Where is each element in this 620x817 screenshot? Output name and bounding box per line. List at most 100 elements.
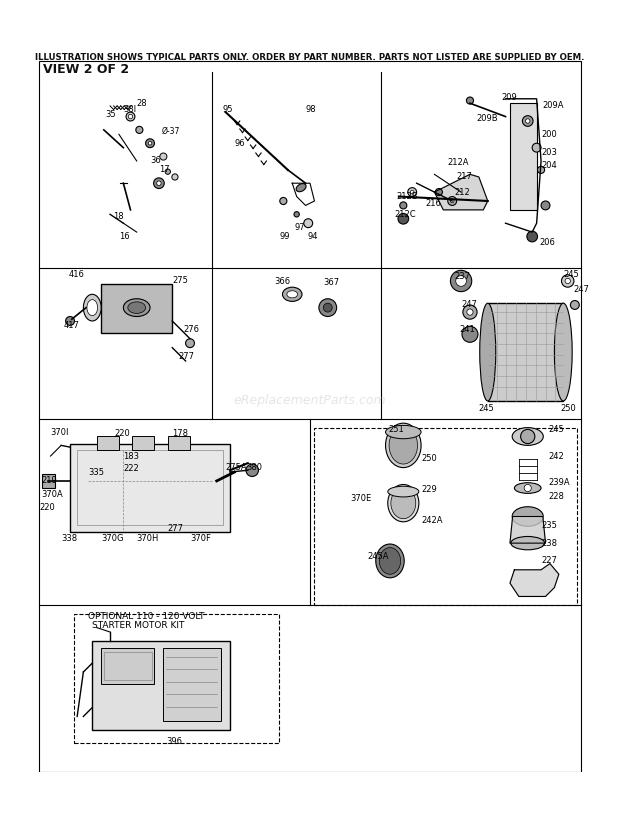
Text: 98: 98 — [306, 105, 316, 114]
Text: 212: 212 — [454, 188, 470, 197]
Ellipse shape — [512, 507, 543, 526]
Text: 251: 251 — [388, 425, 404, 434]
Text: 227: 227 — [541, 556, 557, 565]
Circle shape — [532, 143, 541, 152]
Text: 370A: 370A — [42, 489, 63, 498]
Text: 18: 18 — [113, 212, 123, 221]
Text: 239A: 239A — [548, 478, 570, 487]
Circle shape — [400, 202, 407, 209]
Text: 276: 276 — [184, 325, 200, 334]
Text: 203: 203 — [541, 148, 557, 157]
Text: 245: 245 — [548, 425, 564, 434]
Text: 204: 204 — [541, 161, 557, 170]
Bar — [92, 641, 230, 730]
Ellipse shape — [515, 483, 541, 493]
Text: 212A: 212A — [448, 158, 469, 167]
Circle shape — [185, 339, 195, 347]
Circle shape — [246, 464, 259, 476]
Text: 242A: 242A — [421, 516, 443, 525]
Circle shape — [156, 505, 171, 519]
Circle shape — [128, 114, 133, 118]
Circle shape — [172, 174, 178, 180]
Circle shape — [524, 484, 531, 492]
Ellipse shape — [388, 486, 419, 497]
Text: 217: 217 — [457, 172, 472, 181]
Ellipse shape — [87, 300, 97, 315]
Bar — [101, 648, 154, 684]
Circle shape — [521, 430, 535, 444]
Circle shape — [165, 169, 171, 174]
Text: 277: 277 — [179, 352, 195, 361]
Ellipse shape — [287, 291, 298, 298]
Text: 209: 209 — [501, 92, 517, 101]
Text: 220: 220 — [39, 503, 55, 512]
Text: 35: 35 — [105, 110, 116, 119]
Text: 370F: 370F — [190, 534, 211, 543]
Text: 200: 200 — [541, 130, 557, 139]
Circle shape — [66, 316, 74, 325]
Circle shape — [126, 112, 135, 121]
Circle shape — [456, 275, 466, 286]
Ellipse shape — [388, 484, 419, 522]
Circle shape — [541, 201, 550, 210]
Text: 97: 97 — [294, 223, 304, 232]
Text: 247: 247 — [573, 285, 589, 294]
Text: 242: 242 — [548, 452, 564, 461]
Bar — [101, 283, 172, 333]
Text: 335: 335 — [88, 467, 104, 476]
Circle shape — [136, 127, 143, 133]
Text: 222: 222 — [123, 464, 139, 473]
Text: 212B: 212B — [396, 192, 418, 201]
Text: 216: 216 — [425, 199, 441, 208]
Text: Ø-37: Ø-37 — [162, 127, 180, 136]
Ellipse shape — [511, 537, 544, 550]
Ellipse shape — [554, 303, 572, 401]
Circle shape — [146, 139, 154, 148]
Ellipse shape — [512, 427, 543, 445]
Ellipse shape — [128, 301, 146, 314]
Text: 94: 94 — [308, 232, 318, 241]
Text: 241: 241 — [459, 325, 475, 334]
Text: 245A: 245A — [368, 552, 389, 561]
Text: 235: 235 — [541, 521, 557, 530]
Bar — [163, 648, 221, 721]
Text: 16: 16 — [119, 232, 130, 241]
Circle shape — [304, 219, 312, 228]
Circle shape — [462, 326, 478, 342]
Text: 245: 245 — [479, 404, 495, 413]
Circle shape — [160, 153, 167, 160]
Circle shape — [410, 190, 414, 194]
Text: 220: 220 — [115, 429, 130, 439]
Circle shape — [160, 508, 167, 516]
Ellipse shape — [283, 288, 302, 301]
Bar — [42, 474, 55, 488]
Text: 370G: 370G — [101, 534, 123, 543]
Circle shape — [467, 309, 473, 315]
Bar — [70, 444, 230, 533]
Ellipse shape — [391, 488, 416, 519]
Text: 417: 417 — [64, 321, 80, 330]
Polygon shape — [510, 564, 559, 596]
Text: 95: 95 — [223, 105, 233, 114]
Ellipse shape — [83, 294, 101, 321]
Circle shape — [538, 167, 544, 173]
Circle shape — [319, 299, 337, 316]
Text: 229: 229 — [421, 485, 437, 494]
Bar — [488, 303, 564, 401]
Circle shape — [526, 118, 530, 123]
Bar — [168, 436, 190, 450]
Circle shape — [570, 301, 579, 310]
Text: 209A: 209A — [543, 101, 564, 110]
Text: 277: 277 — [168, 524, 184, 533]
Ellipse shape — [296, 184, 306, 192]
Text: 275A: 275A — [226, 463, 247, 472]
Text: 238: 238 — [541, 538, 557, 547]
Text: 367: 367 — [324, 279, 340, 288]
Text: eReplacementParts.com: eReplacementParts.com — [234, 395, 386, 408]
Circle shape — [398, 213, 409, 224]
Text: 338: 338 — [61, 534, 78, 543]
Text: 28: 28 — [136, 99, 148, 108]
Text: 17: 17 — [159, 165, 169, 174]
Circle shape — [154, 178, 164, 189]
Bar — [314, 427, 577, 605]
